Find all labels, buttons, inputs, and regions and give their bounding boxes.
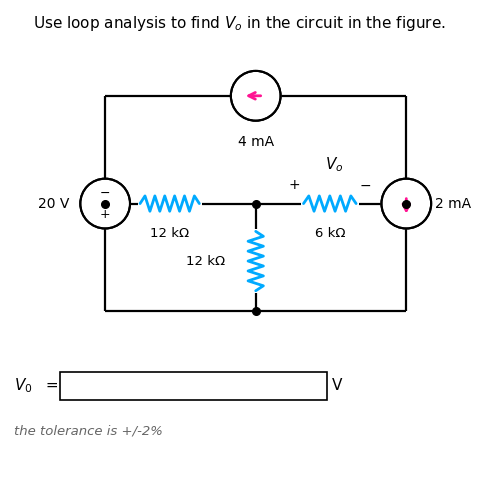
Text: 2 mA: 2 mA <box>435 196 471 211</box>
Circle shape <box>231 71 281 121</box>
Text: the tolerance is +/-2%: the tolerance is +/-2% <box>14 424 163 438</box>
Text: +: + <box>288 178 300 193</box>
Circle shape <box>381 179 431 228</box>
Text: −: − <box>100 187 110 200</box>
Text: 6 kΩ: 6 kΩ <box>315 227 345 240</box>
Text: +: + <box>100 207 110 220</box>
Text: 12 kΩ: 12 kΩ <box>150 227 189 240</box>
Text: 4 mA: 4 mA <box>238 135 274 149</box>
Text: Use loop analysis to find $V_o$ in the circuit in the figure.: Use loop analysis to find $V_o$ in the c… <box>33 14 445 34</box>
Text: V: V <box>332 378 343 393</box>
FancyBboxPatch shape <box>60 372 327 400</box>
Text: =: = <box>41 378 58 393</box>
Text: −: − <box>360 178 371 193</box>
Text: 12 kΩ: 12 kΩ <box>185 254 225 268</box>
Circle shape <box>80 179 130 228</box>
Text: $V_o$: $V_o$ <box>326 155 344 174</box>
Text: 20 V: 20 V <box>38 196 69 211</box>
Text: $V_0$: $V_0$ <box>14 376 33 395</box>
